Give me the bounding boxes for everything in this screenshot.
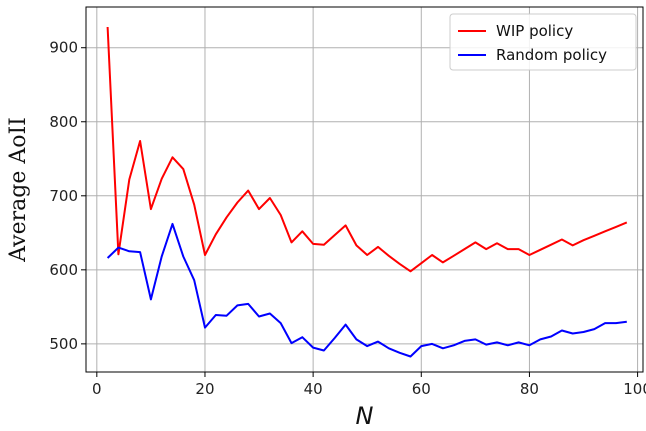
axis-ticks: 0 20 40 60 80 100 500 600 700 800 900 [49, 39, 646, 398]
y-tick-label: 900 [49, 39, 78, 57]
x-tick-label: 80 [520, 380, 539, 398]
y-tick-label: 500 [49, 335, 78, 353]
x-axis-label: N [356, 402, 374, 430]
y-tick-label: 800 [49, 113, 78, 131]
x-tick-label: 40 [304, 380, 323, 398]
x-tick-label: 60 [412, 380, 431, 398]
x-tick-label: 100 [623, 380, 646, 398]
y-tick-label: 600 [49, 261, 78, 279]
legend: WIP policy Random policy [449, 13, 637, 71]
legend-label: Random policy [496, 46, 607, 64]
plot-area-frame [85, 6, 644, 373]
legend-box [449, 13, 637, 71]
x-tick-label: 20 [195, 380, 214, 398]
legend-label: WIP policy [496, 22, 573, 40]
series-line [106, 222, 627, 358]
series-layer [106, 26, 628, 358]
x-tick-label: 0 [92, 380, 102, 398]
series-line [106, 26, 628, 273]
grid-lines [86, 7, 643, 372]
y-axis-label: Average AoII [6, 117, 31, 263]
y-tick-label: 700 [49, 187, 78, 205]
